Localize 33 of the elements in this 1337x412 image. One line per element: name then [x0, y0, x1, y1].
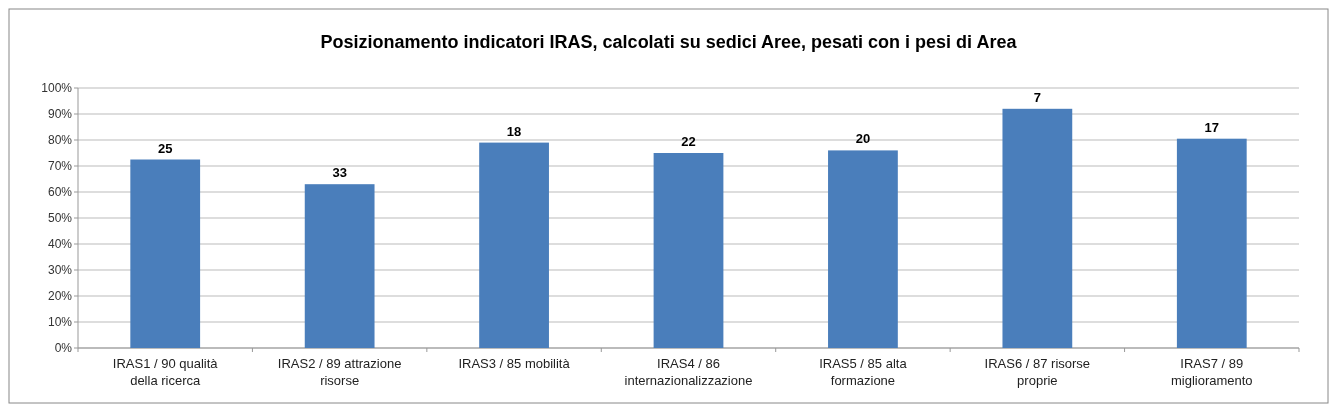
x-tick-label: IRAS4 / 86 internazionalizzazione: [624, 356, 753, 388]
annotation: 17: [1204, 119, 1220, 135]
bar: [1002, 108, 1073, 348]
x-tick-label: IRAS6 / 87 risorse proprie: [984, 356, 1091, 388]
y-tick-label: 30%: [47, 263, 73, 278]
x-tick-label: IRAS1 / 90 qualità della ricerca: [112, 356, 219, 388]
annotation: 7: [1033, 89, 1041, 105]
x-tick-label: IRAS5 / 85 alta formazione: [819, 356, 908, 388]
bar: [1176, 138, 1247, 348]
bar: [653, 153, 724, 348]
bar: [479, 142, 549, 348]
annotation: 20: [855, 131, 871, 147]
y-tick-label: 40%: [47, 237, 73, 252]
bar: [130, 159, 201, 348]
y-tick-label: 20%: [47, 289, 73, 304]
y-tick-label: 50%: [47, 211, 73, 226]
x-tick-label: IRAS7 / 89 miglioramento: [1170, 356, 1253, 388]
annotation: 25: [157, 140, 173, 156]
x-tick-label: IRAS2 / 89 attrazione risorse: [277, 356, 402, 388]
y-tick-label: 10%: [47, 315, 73, 330]
x-tick-label: IRAS3 / 85 mobilità: [458, 356, 571, 371]
y-tick-label: 90%: [47, 107, 73, 122]
y-tick-label: 0%: [54, 341, 73, 356]
annotation: 33: [332, 165, 347, 181]
annotation: 22: [681, 134, 696, 149]
bar: [304, 184, 375, 348]
y-tick-label: 80%: [47, 133, 73, 148]
bar: [828, 150, 898, 348]
annotation: 18: [506, 123, 522, 139]
chart-title: Posizionamento indicatori IRAS, calcolati su sedici Aree, pesati con i pesi di Area: [320, 32, 1018, 52]
y-tick-label: 100%: [41, 81, 73, 96]
y-tick-label: 70%: [47, 159, 73, 174]
y-tick-label: 60%: [47, 185, 73, 200]
